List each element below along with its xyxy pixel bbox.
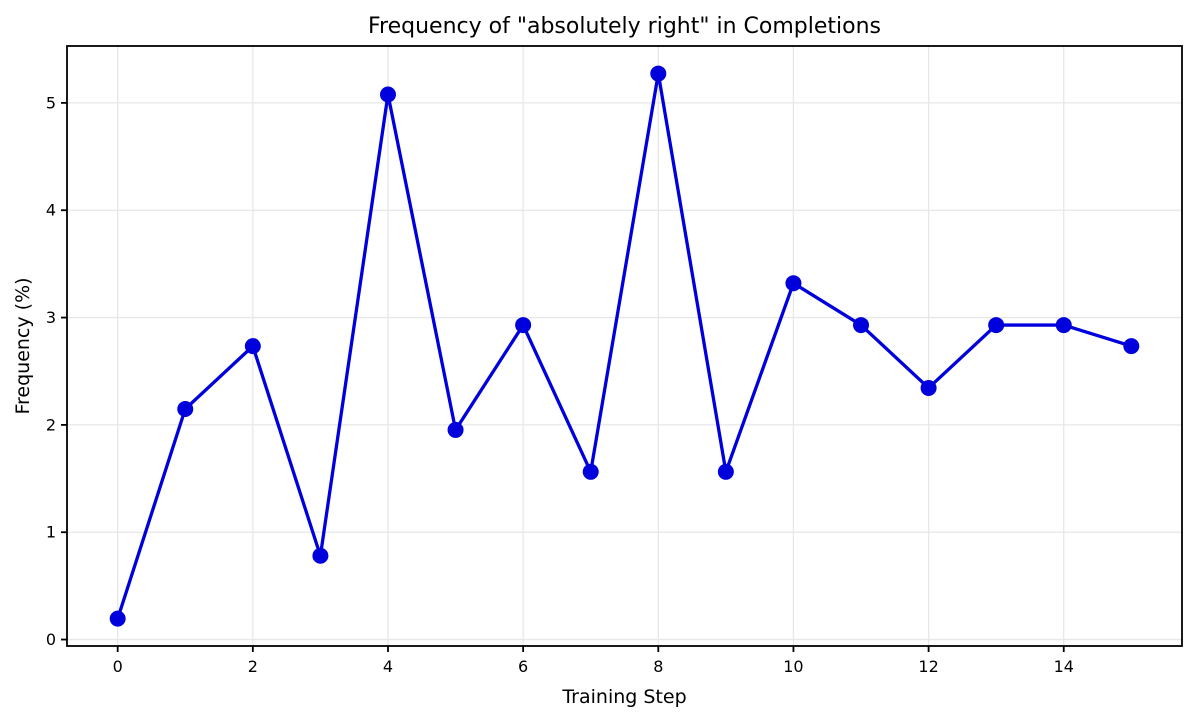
data-point: [582, 463, 599, 480]
data-point: [650, 65, 667, 82]
x-tick-label: 4: [383, 657, 393, 676]
data-line: [116, 71, 1133, 621]
y-tick-label: 4: [46, 201, 56, 220]
grid-layer: [67, 46, 1182, 646]
data-point: [988, 317, 1005, 334]
data-point: [447, 421, 464, 438]
y-tick-label: 2: [46, 415, 56, 434]
x-tick-label: 6: [518, 657, 528, 676]
y-tick-label: 3: [46, 308, 56, 327]
data-point: [379, 86, 396, 103]
y-tick-label: 0: [46, 630, 56, 649]
data-point: [177, 401, 194, 418]
data-point: [312, 547, 329, 564]
x-tick-label: 8: [653, 657, 663, 676]
x-tick-label: 10: [783, 657, 803, 676]
data-point: [785, 275, 802, 292]
y-axis-label: Frequency (%): [12, 277, 34, 415]
y-tick-label: 5: [46, 93, 56, 112]
x-tick-label: 0: [113, 657, 123, 676]
data-series-layer: [109, 65, 1140, 627]
plot-area-border: [66, 45, 1183, 647]
y-tick-label: 1: [46, 523, 56, 542]
data-point: [244, 338, 261, 355]
x-tick-label: 12: [918, 657, 938, 676]
data-point: [1123, 338, 1140, 355]
chart-title: Frequency of "absolutely right" in Compl…: [368, 14, 881, 39]
data-point: [1055, 317, 1072, 334]
data-point: [515, 317, 532, 334]
x-axis-label: Training Step: [562, 686, 687, 708]
data-point: [853, 317, 870, 334]
data-point: [109, 610, 126, 627]
data-point: [920, 379, 937, 396]
data-point: [717, 463, 734, 480]
x-tick-label: 2: [248, 657, 258, 676]
x-tick-label: 14: [1054, 657, 1074, 676]
